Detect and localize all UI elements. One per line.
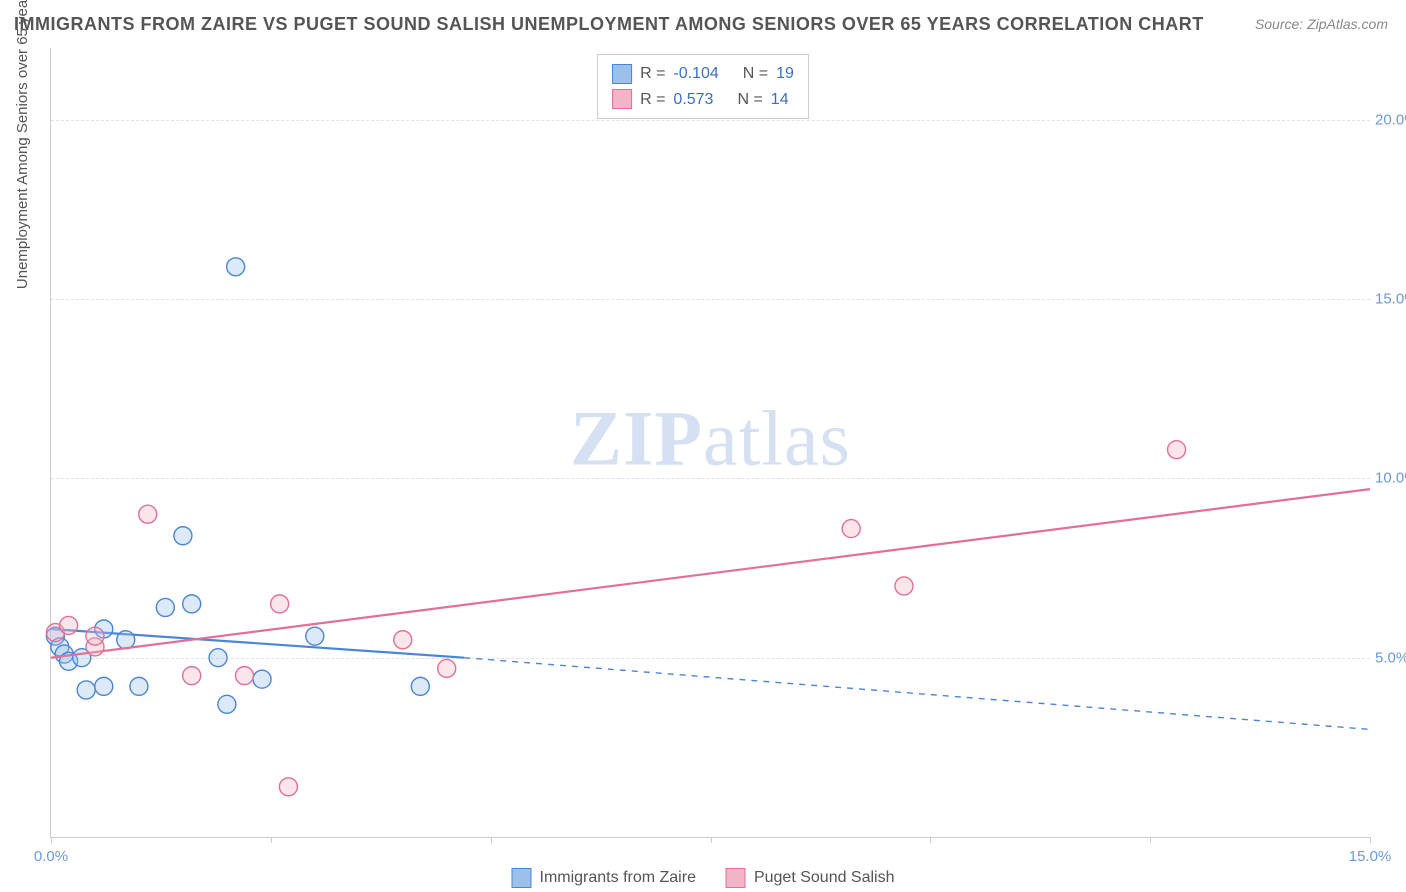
x-tick (271, 837, 272, 843)
x-tick (930, 837, 931, 843)
stat-R-salish: 0.573 (673, 87, 713, 113)
data-point (235, 667, 253, 685)
data-point (1168, 441, 1186, 459)
legend-swatch-salish (612, 89, 632, 109)
legend-item-zaire: Immigrants from Zaire (511, 868, 695, 888)
data-point (130, 677, 148, 695)
data-point (411, 677, 429, 695)
plot-area: ZIPatlas 5.0%10.0%15.0%20.0%0.0%15.0% (50, 48, 1370, 838)
data-point (139, 505, 157, 523)
x-tick (491, 837, 492, 843)
legend-stats: R = -0.104 N = 19 R = 0.573 N = 14 (597, 54, 809, 119)
data-point (253, 670, 271, 688)
data-point (95, 677, 113, 695)
stat-label: R = (640, 87, 665, 113)
y-tick-label: 5.0% (1375, 649, 1406, 666)
data-point (227, 258, 245, 276)
legend-stats-row: R = -0.104 N = 19 (612, 61, 794, 87)
chart-title: IMMIGRANTS FROM ZAIRE VS PUGET SOUND SAL… (14, 14, 1204, 35)
data-point (218, 695, 236, 713)
source-label: Source: ZipAtlas.com (1255, 16, 1388, 32)
stat-R-zaire: -0.104 (673, 61, 718, 87)
data-point (174, 527, 192, 545)
data-point (117, 631, 135, 649)
trend-line (51, 489, 1370, 658)
data-point (183, 667, 201, 685)
data-point (271, 595, 289, 613)
legend-label-zaire: Immigrants from Zaire (539, 869, 695, 887)
x-tick-label: 15.0% (1349, 848, 1392, 865)
data-point (156, 598, 174, 616)
legend-series: Immigrants from Zaire Puget Sound Salish (511, 868, 894, 888)
y-tick-label: 15.0% (1375, 291, 1406, 308)
legend-label-salish: Puget Sound Salish (754, 869, 895, 887)
data-point (279, 778, 297, 796)
y-tick-label: 20.0% (1375, 111, 1406, 128)
data-point (306, 627, 324, 645)
legend-swatch-zaire (612, 64, 632, 84)
data-point (77, 681, 95, 699)
data-point (209, 649, 227, 667)
data-point (438, 659, 456, 677)
x-tick (51, 837, 52, 843)
y-tick-label: 10.0% (1375, 470, 1406, 487)
stat-label: R = (640, 61, 665, 87)
x-tick (1150, 837, 1151, 843)
data-point (183, 595, 201, 613)
legend-swatch-salish (726, 868, 746, 888)
stat-label: N = (737, 87, 762, 113)
legend-item-salish: Puget Sound Salish (726, 868, 895, 888)
trend-line-extrap (464, 658, 1370, 730)
legend-swatch-zaire (511, 868, 531, 888)
stat-N-salish: 14 (771, 87, 789, 113)
stat-N-zaire: 19 (776, 61, 794, 87)
data-point (842, 520, 860, 538)
chart-svg (51, 48, 1370, 837)
data-point (895, 577, 913, 595)
data-point (86, 627, 104, 645)
x-tick (711, 837, 712, 843)
legend-stats-row: R = 0.573 N = 14 (612, 87, 794, 113)
data-point (394, 631, 412, 649)
x-tick (1370, 837, 1371, 843)
data-point (60, 616, 78, 634)
x-tick-label: 0.0% (34, 848, 68, 865)
y-axis-label: Unemployment Among Seniors over 65 years (14, 0, 31, 289)
stat-label: N = (743, 61, 768, 87)
